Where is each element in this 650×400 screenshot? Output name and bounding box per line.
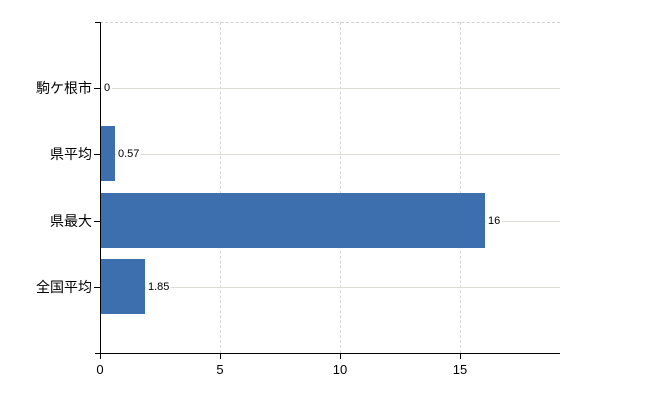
bar-value-label: 1.85 — [146, 280, 172, 294]
x-axis-tick — [460, 353, 461, 359]
vertical-gridline — [220, 22, 221, 353]
bar-value-label: 0.57 — [116, 147, 142, 161]
row-guide-line — [100, 287, 560, 288]
x-axis-tick-label: 0 — [96, 362, 104, 377]
y-axis-tick — [94, 287, 100, 288]
row-guide-line — [100, 88, 560, 89]
x-axis-tick-label: 15 — [452, 362, 468, 377]
category-label: 駒ケ根市 — [36, 80, 92, 96]
bar-2 — [101, 126, 115, 181]
y-axis-tick — [94, 221, 100, 222]
y-axis-tick — [94, 154, 100, 155]
y-axis-tick — [94, 88, 100, 89]
category-label: 全国平均 — [36, 279, 92, 295]
category-label: 県平均 — [50, 146, 92, 162]
x-axis-tick — [100, 353, 101, 359]
category-label: 県最大 — [50, 213, 92, 229]
bar-value-label: 16 — [486, 214, 503, 228]
x-axis-tick-label: 5 — [216, 362, 224, 377]
bar-4 — [101, 259, 145, 314]
x-axis-tick-label: 10 — [332, 362, 348, 377]
vertical-gridline — [460, 22, 461, 353]
x-axis — [95, 353, 560, 354]
row-guide-line — [100, 154, 560, 155]
bar-3 — [101, 193, 485, 248]
bar-value-label: 0 — [102, 81, 113, 95]
vertical-gridline — [340, 22, 341, 353]
y-axis-top-cap — [95, 22, 101, 23]
x-axis-tick — [220, 353, 221, 359]
plot-top-border — [100, 22, 560, 23]
y-axis — [100, 22, 101, 359]
x-axis-tick — [340, 353, 341, 359]
